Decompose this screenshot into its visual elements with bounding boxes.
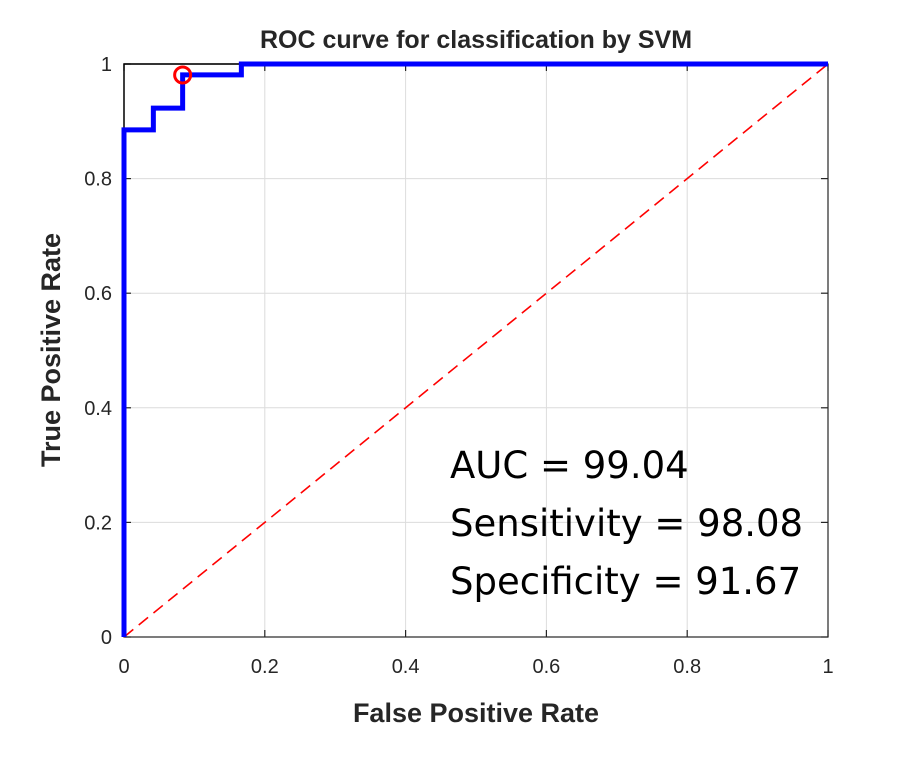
x-tick-labels: 0 0.2 0.4 0.6 0.8 1	[118, 656, 833, 678]
auc-annotation: AUC = 99.04	[450, 444, 689, 487]
y-tick-label: 0.6	[84, 283, 112, 305]
grid-lines	[124, 64, 828, 637]
x-tick-label: 0	[118, 656, 129, 678]
series-group	[121, 61, 829, 638]
y-tick-labels: 0 0.2 0.4 0.6 0.8 1	[84, 54, 112, 649]
y-tick-label: 0.4	[84, 398, 112, 420]
roc-curve-line	[121, 61, 828, 637]
sensitivity-annotation: Sensitivity = 98.08	[450, 502, 803, 545]
y-axis-label: True Positive Rate	[36, 233, 66, 467]
x-tick-label: 0.6	[532, 656, 560, 678]
x-tick-label: 0.2	[251, 656, 279, 678]
y-tick-label: 0	[101, 627, 112, 649]
plot-area	[124, 64, 828, 637]
y-tick-label: 0.2	[84, 512, 112, 534]
y-tick-label: 1	[101, 54, 112, 76]
x-tick-label: 1	[822, 656, 833, 678]
x-axis-label: False Positive Rate	[353, 698, 599, 728]
chart-title: ROC curve for classification by SVM	[260, 26, 692, 54]
operating-point-marker	[173, 65, 193, 85]
specificity-annotation: Specificity = 91.67	[450, 560, 801, 603]
x-tick-label: 0.8	[673, 656, 701, 678]
y-tick-label: 0.8	[84, 169, 112, 191]
x-tick-label: 0.4	[392, 656, 420, 678]
